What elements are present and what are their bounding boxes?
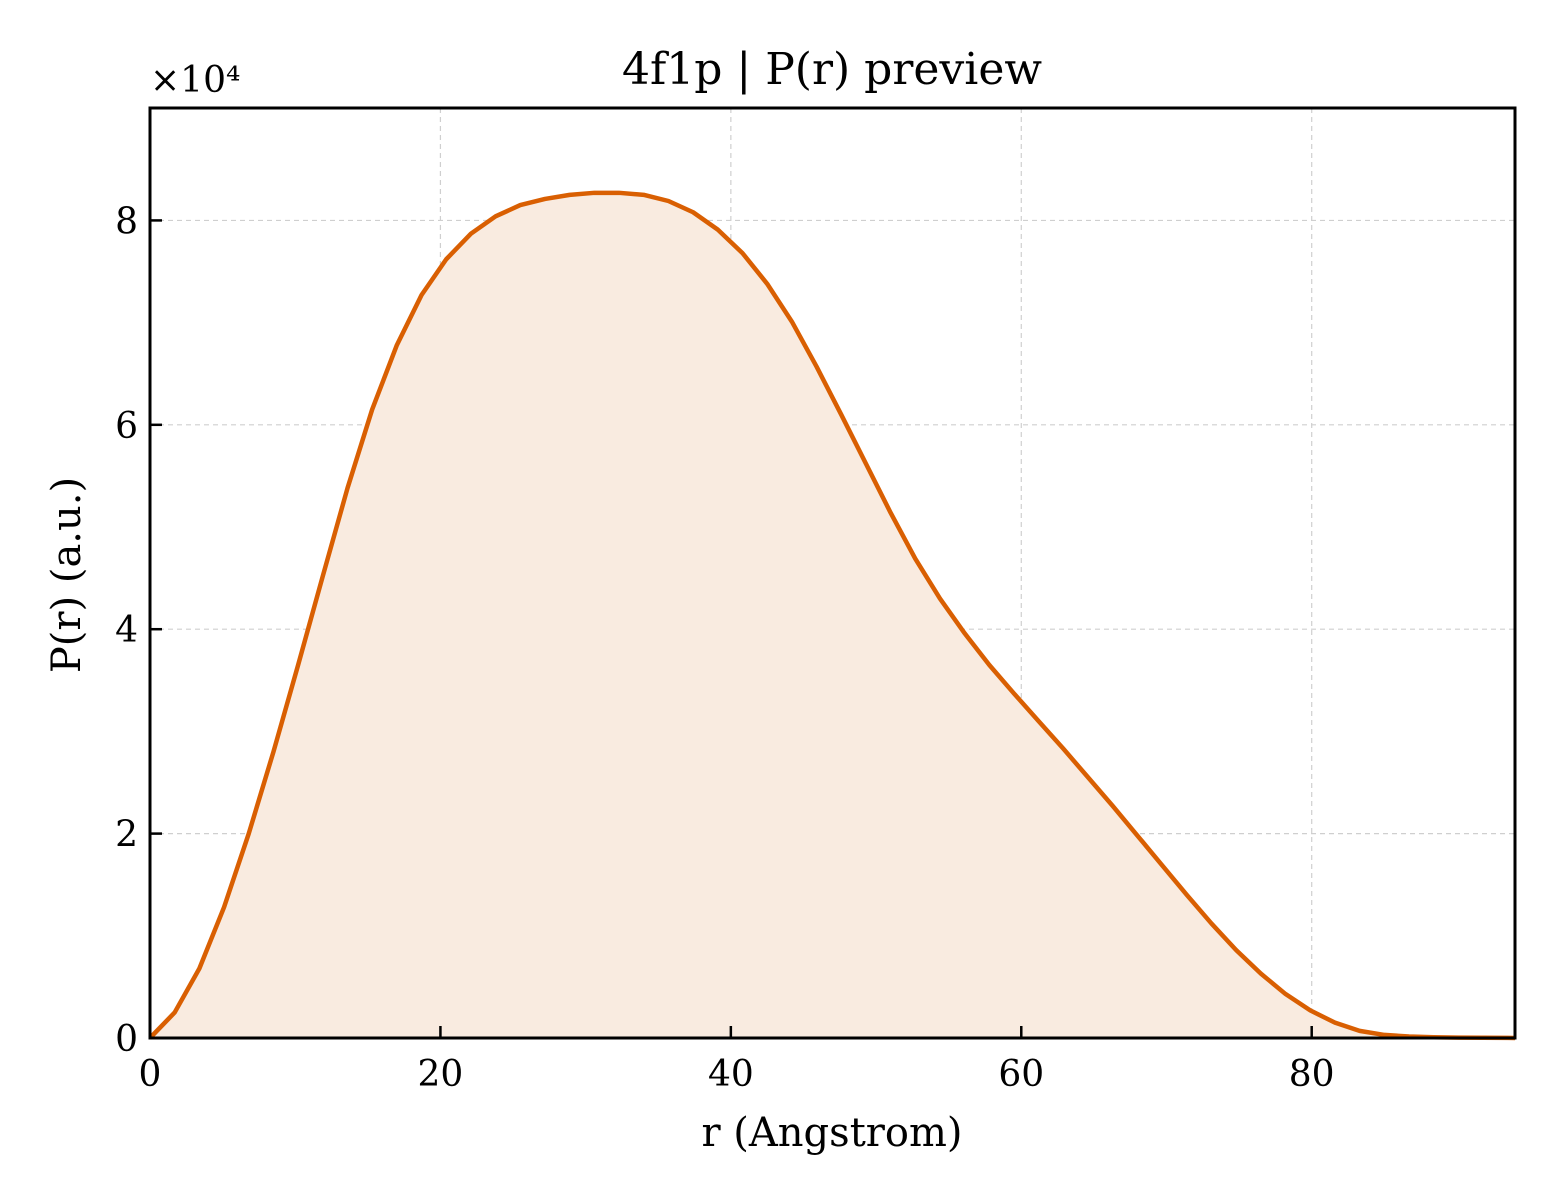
chart-title: 4f1p | P(r) preview [622,44,1042,95]
y-tick-label: 8 [115,201,138,242]
x-tick-label: 60 [998,1054,1044,1095]
x-tick-label: 80 [1289,1054,1335,1095]
x-tick-label: 20 [418,1054,464,1095]
series-line [148,190,1516,1041]
x-tick-label: 0 [139,1054,162,1095]
y-tick-label: 2 [115,815,138,856]
axis-ticks: 0 20 40 60 80 0 2 4 6 8 [115,201,1335,1095]
plot-frame [148,106,1517,1040]
y-axis-label: P(r) (a.u.) [44,477,90,673]
x-axis-label: r (Angstrom) [701,1110,962,1156]
x-tick-label: 40 [708,1054,754,1095]
y-tick-label: 6 [115,406,138,447]
y-tick-label: 0 [115,1019,138,1060]
series-area-fill [150,192,1515,1038]
y-axis-multiplier: ×10⁴ [150,60,240,101]
y-tick-label: 4 [115,610,138,651]
